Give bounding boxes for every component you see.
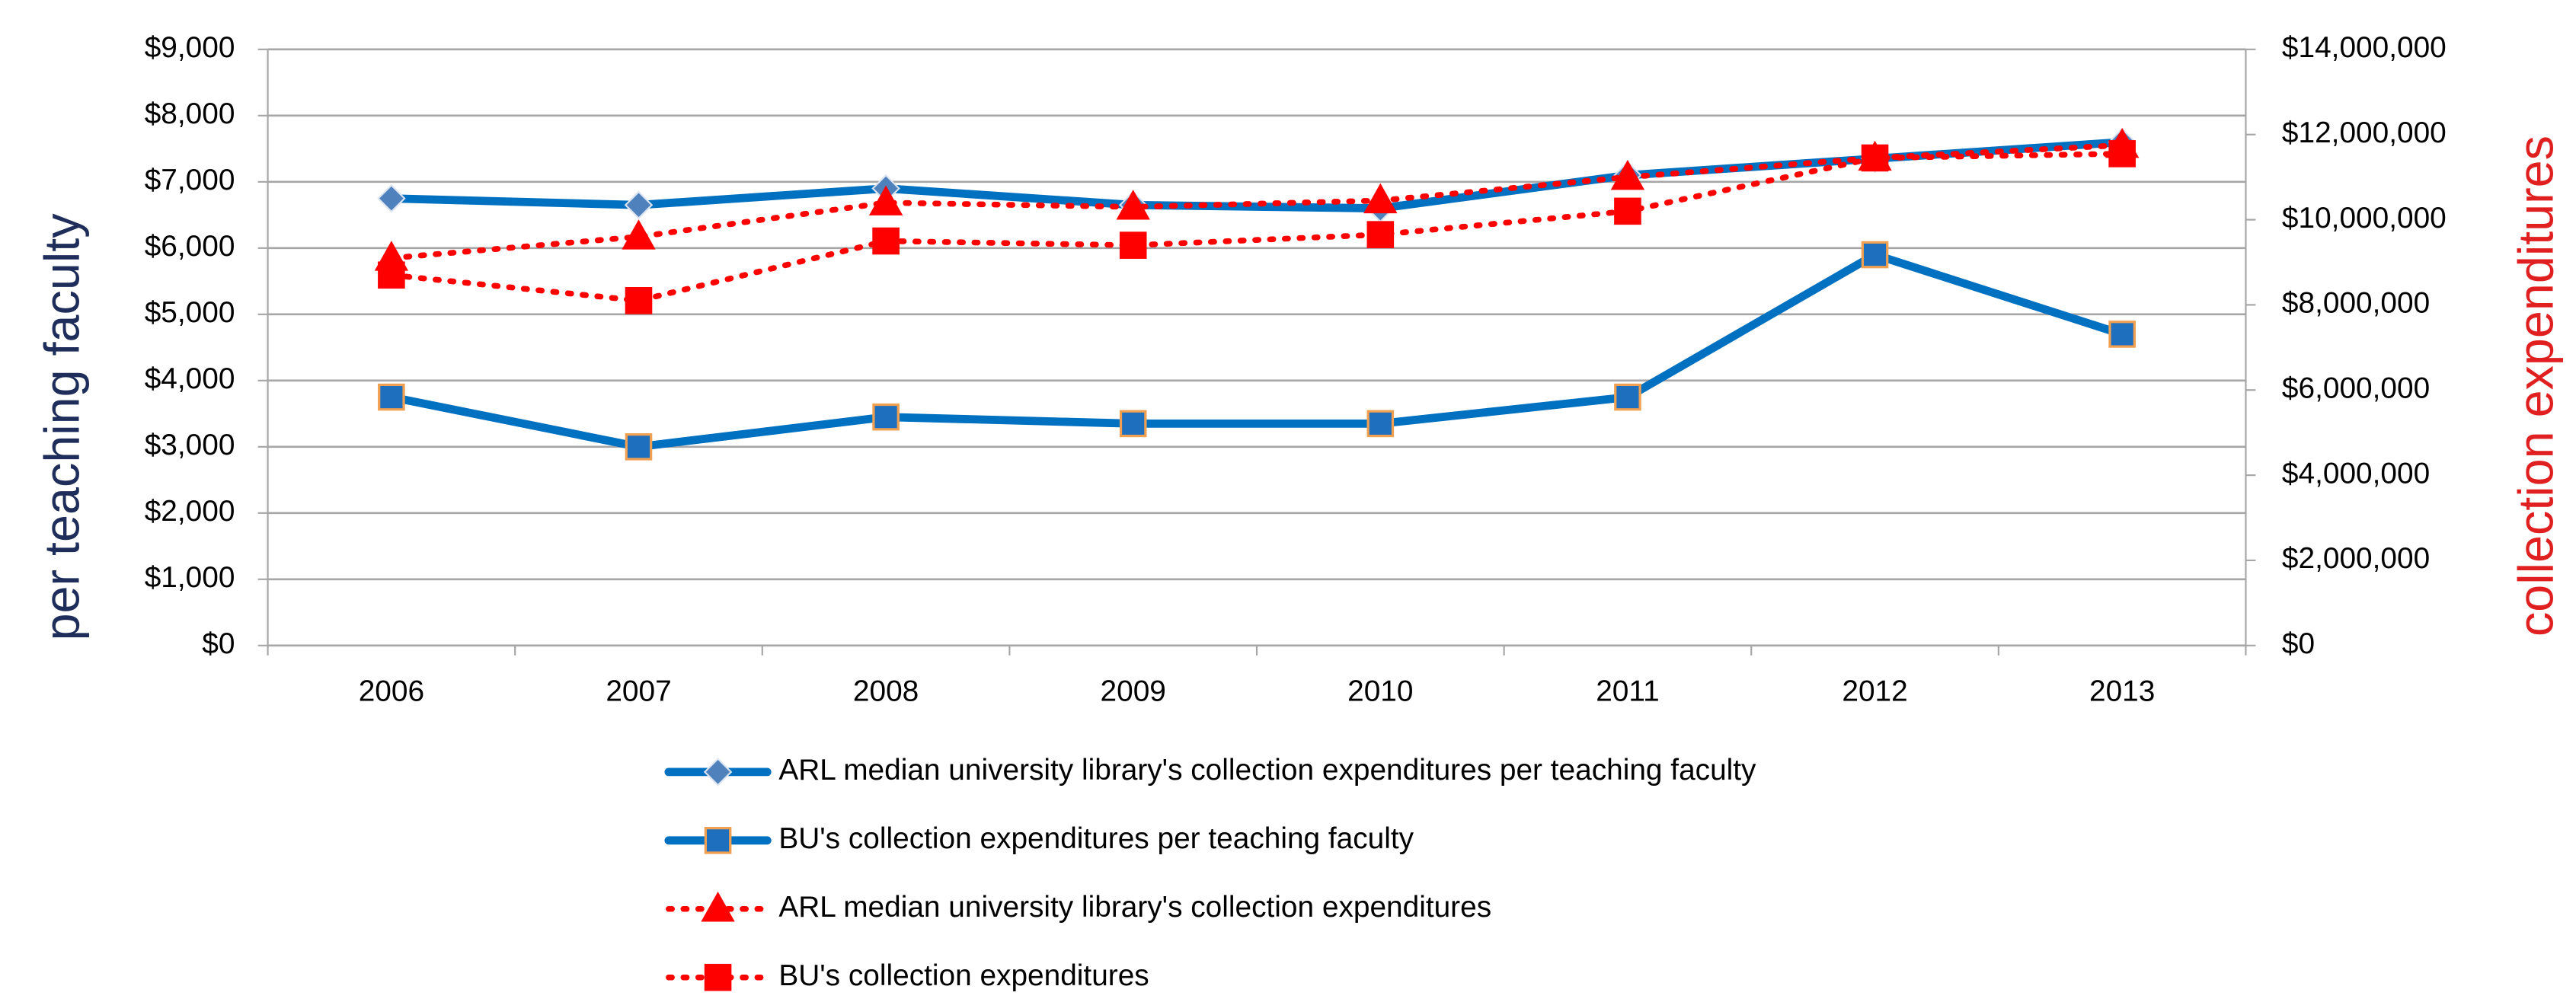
y2-axis-title: collection expenditures [2508, 136, 2564, 637]
y-tick-label: $9,000 [145, 31, 235, 64]
legend-label: BU's collection expenditures [778, 959, 1149, 992]
series-line [388, 142, 2125, 261]
series-line [387, 250, 2127, 452]
y2-tick-label: $4,000,000 [2282, 457, 2430, 490]
y2-tick-label: $14,000,000 [2282, 31, 2447, 64]
data-point [2108, 140, 2136, 168]
data-point [1119, 231, 1147, 259]
y-tick-label: $8,000 [145, 97, 235, 130]
data-point [622, 219, 656, 250]
x-tick-label: 2011 [1596, 675, 1659, 708]
legend-marker [704, 963, 732, 991]
data-point [868, 185, 903, 215]
x-tick-label: 2006 [359, 675, 424, 708]
data-point [1366, 221, 1395, 248]
data-point [2108, 321, 2136, 348]
data-point [625, 287, 653, 314]
x-tick-label: 2012 [1842, 675, 1907, 708]
data-point [1610, 159, 1645, 190]
legend-marker [704, 827, 732, 854]
x-tick-label: 2010 [1347, 675, 1413, 708]
legend-label: BU's collection expenditures per teachin… [778, 822, 1414, 855]
y2-tick-label: $6,000,000 [2282, 372, 2430, 405]
x-tick-label: 2009 [1101, 675, 1166, 708]
x-tick-label: 2008 [853, 675, 919, 708]
data-point [624, 190, 654, 220]
data-point [1861, 144, 1889, 172]
y-tick-label: $5,000 [145, 296, 235, 329]
legend-marker [703, 758, 733, 787]
legend-label: ARL median university library's collecti… [778, 754, 1756, 787]
data-point [378, 383, 405, 411]
legend-marker [701, 892, 735, 922]
data-point [1614, 383, 1641, 411]
series-line [388, 151, 2125, 304]
data-point [1861, 241, 1889, 269]
legend-label: ARL median university library's collecti… [778, 891, 1491, 924]
x-tick-label: 2013 [2089, 675, 2155, 708]
data-point [1614, 197, 1641, 225]
data-point [1119, 410, 1147, 438]
y-tick-label: $0 [202, 627, 235, 660]
y2-tick-label: $2,000,000 [2282, 542, 2430, 575]
data-point [378, 261, 405, 289]
y2-tick-label: $0 [2282, 627, 2315, 660]
data-point [625, 433, 653, 461]
data-point [872, 227, 900, 255]
y2-tick-label: $10,000,000 [2282, 202, 2447, 235]
y2-tick-label: $8,000,000 [2282, 287, 2430, 320]
y-tick-label: $2,000 [145, 495, 235, 528]
data-point [377, 183, 406, 213]
y-tick-label: $3,000 [145, 429, 235, 461]
y-tick-label: $4,000 [145, 362, 235, 395]
data-point [1116, 190, 1150, 220]
data-point [872, 403, 900, 431]
data-point [1363, 183, 1398, 214]
data-point [1366, 410, 1395, 438]
y2-tick-label: $12,000,000 [2282, 116, 2447, 149]
y-tick-label: $6,000 [145, 230, 235, 263]
y-tick-label: $7,000 [145, 164, 235, 196]
y-axis-title: per teaching faculty [34, 213, 89, 641]
y-tick-label: $1,000 [145, 561, 235, 594]
x-tick-label: 2007 [606, 675, 671, 708]
